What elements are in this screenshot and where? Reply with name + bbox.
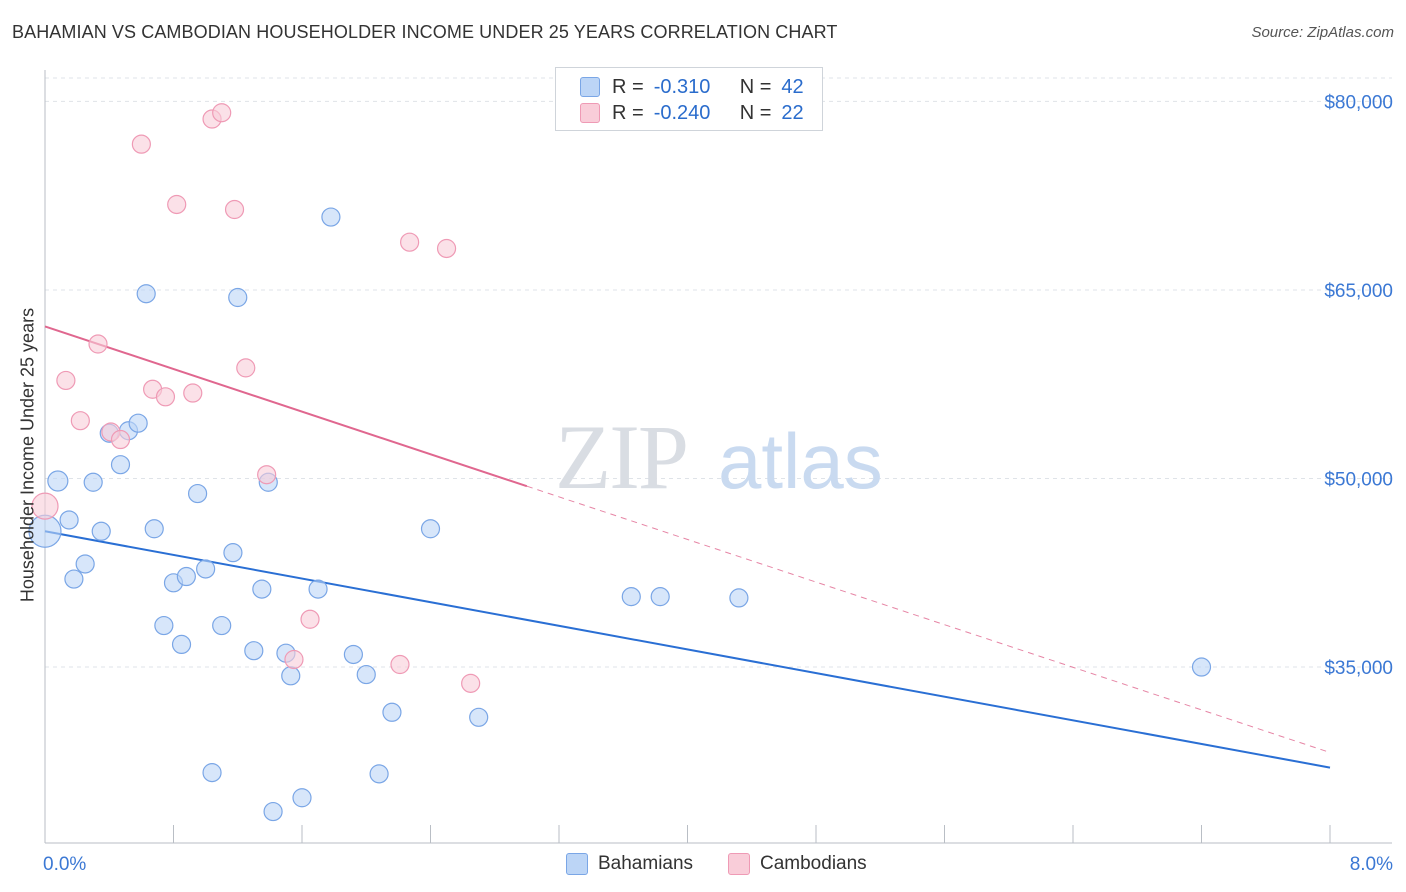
data-point-bahamians (308, 579, 328, 599)
data-point-bahamians (212, 615, 232, 636)
legend-item-bahamians[interactable]: Bahamians (566, 851, 693, 877)
data-point-cambodians (155, 387, 176, 407)
axes (44, 70, 1392, 844)
data-point-cambodians (400, 232, 420, 252)
legend-r-label: R = (612, 75, 644, 98)
data-point-cambodians (70, 411, 90, 431)
legend-r-value: -0.240 (653, 101, 711, 124)
data-point-cambodians (212, 103, 232, 123)
legend-n-value: 42 (781, 75, 804, 98)
legend-row-bahamians: R = -0.310 N = 42 (580, 74, 804, 100)
correlation-legend: R = -0.310 N = 42 R = -0.240 N = 22 (555, 67, 823, 131)
data-point-bahamians (75, 554, 95, 574)
data-point-bahamians (64, 569, 84, 589)
data-point-bahamians (91, 521, 111, 541)
data-point-bahamians (128, 413, 148, 433)
legend-swatch-bahamians (580, 77, 600, 97)
data-point-bahamians (187, 483, 208, 504)
data-point-cambodians (183, 383, 203, 403)
data-point-bahamians (244, 641, 264, 661)
y-tick-label: $50,000 (1324, 469, 1393, 490)
legend-label-bahamians: Bahamians (598, 853, 694, 874)
watermark: ZIP atlas (555, 406, 883, 508)
data-point-cambodians (167, 194, 187, 215)
tick-labels: $35,000 $50,000 $65,000 $80,000 0.0% 8.0% (43, 92, 1393, 875)
data-point-bahamians (420, 519, 441, 539)
data-point-cambodians (224, 199, 245, 220)
data-point-bahamians (1191, 657, 1212, 677)
data-point-cambodians (88, 334, 108, 354)
data-point-bahamians (144, 519, 164, 539)
legend-swatch-cambodians (580, 103, 600, 123)
legend-n-label: N = (739, 101, 772, 124)
data-point-cambodians (257, 465, 277, 485)
trend-line-solid (44, 325, 528, 488)
data-point-bahamians (369, 764, 389, 784)
data-point-bahamians (292, 788, 312, 808)
data-point-bahamians (59, 510, 79, 530)
data-point-bahamians (469, 707, 489, 727)
legend-item-cambodians[interactable]: Cambodians (728, 851, 867, 877)
data-point-cambodians (390, 654, 410, 675)
y-tick-label: $35,000 (1324, 658, 1393, 679)
legend-r-label: R = (612, 101, 644, 124)
y-tick-label: $80,000 (1324, 92, 1393, 113)
data-point-cambodians (110, 429, 131, 450)
data-point-bahamians (356, 664, 376, 685)
data-point-bahamians (110, 455, 131, 475)
data-point-bahamians (176, 566, 196, 587)
trend-lines (44, 325, 1331, 769)
x-tick-label: 8.0% (1350, 854, 1393, 875)
legend-label-cambodians: Cambodians (760, 853, 867, 874)
data-point-bahamians (47, 470, 69, 492)
legend-n-value: 22 (781, 101, 804, 124)
data-point-bahamians (281, 666, 301, 686)
data-point-bahamians (154, 615, 174, 636)
data-points (28, 103, 1212, 822)
data-point-bahamians (729, 588, 749, 608)
data-point-bahamians (228, 287, 248, 308)
data-point-bahamians (621, 587, 641, 607)
data-point-bahamians (263, 801, 283, 822)
data-point-bahamians (650, 587, 670, 607)
trend-line-dashed (526, 485, 1331, 753)
data-point-bahamians (196, 559, 216, 579)
watermark-zip: ZIP (555, 406, 687, 508)
legend-swatch-bahamians (566, 853, 588, 875)
data-point-cambodians (461, 673, 481, 693)
source-label: Source: ZipAtlas.com (1251, 24, 1394, 41)
y-axis-label: Householder Income Under 25 years (17, 307, 38, 603)
data-point-bahamians (321, 207, 341, 227)
data-point-bahamians (223, 543, 243, 563)
data-point-cambodians (436, 238, 457, 259)
data-point-bahamians (83, 472, 103, 492)
legend-n-label: N = (739, 75, 772, 98)
legend-row-cambodians: R = -0.240 N = 22 (580, 100, 804, 126)
chart-title: BAHAMIAN VS CAMBODIAN HOUSEHOLDER INCOME… (12, 22, 838, 42)
data-point-cambodians (131, 134, 151, 154)
data-point-bahamians (343, 644, 363, 665)
data-point-bahamians (171, 634, 192, 655)
data-point-bahamians (136, 284, 156, 304)
data-point-bahamians (382, 702, 402, 722)
legend-r-value: -0.310 (653, 75, 711, 98)
x-tick-label: 0.0% (43, 854, 86, 875)
data-point-cambodians (31, 492, 59, 520)
data-point-bahamians (252, 579, 272, 599)
data-point-cambodians (284, 649, 304, 670)
data-point-cambodians (56, 370, 76, 391)
data-point-cambodians (300, 609, 320, 629)
legend-swatch-cambodians (728, 853, 750, 875)
data-point-cambodians (236, 358, 256, 378)
y-tick-label: $65,000 (1324, 281, 1393, 302)
data-point-bahamians (202, 763, 222, 783)
trend-line (44, 530, 1331, 769)
watermark-atlas: atlas (718, 417, 883, 505)
